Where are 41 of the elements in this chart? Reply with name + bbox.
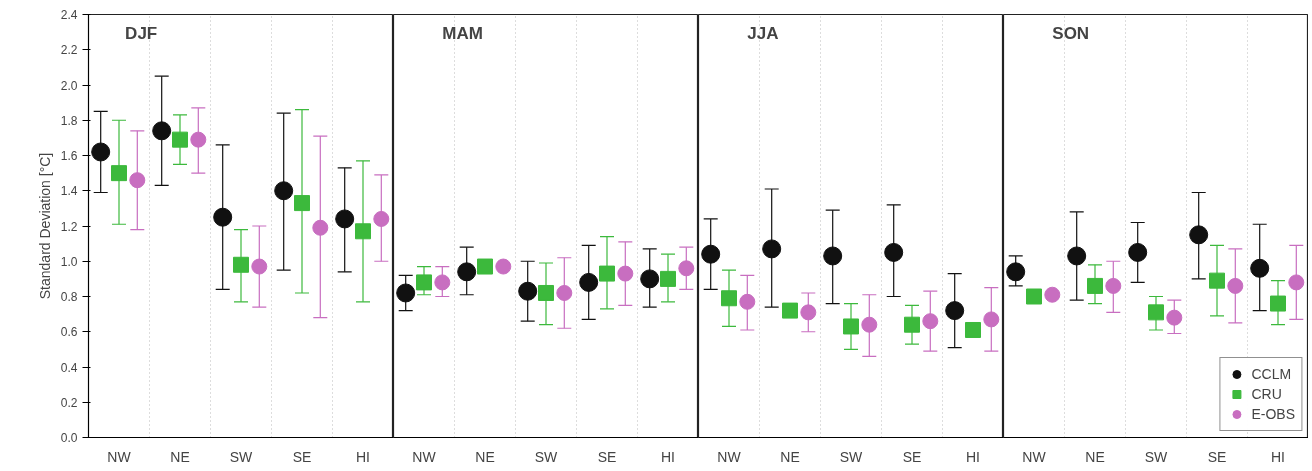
x-tick-label: HI [1271, 448, 1285, 465]
x-tick-label: SW [839, 448, 864, 465]
x-tick-label: NW [107, 448, 132, 465]
text: MAM [442, 24, 483, 44]
x-tick-label: SW [229, 448, 254, 465]
x-tick-label: NE [475, 448, 495, 465]
y-tick-label: 2.2 [60, 43, 78, 58]
x-tick-label: SE [292, 448, 312, 465]
x-tick-label: NE [780, 448, 800, 465]
y-axis-title: Standard Deviation [°C] [36, 152, 53, 300]
x-tick-label: SE [902, 448, 922, 465]
x-tick-label: NE [170, 448, 190, 465]
legend-label: CCLM [1251, 366, 1292, 382]
x-tick-label: HI [356, 448, 370, 465]
x-tick-label: SW [1144, 448, 1169, 465]
text: DJF [125, 24, 158, 44]
y-tick-label: 0.0 [60, 431, 78, 445]
x-tick-label: HI [661, 448, 675, 465]
y-tick-label: 2.0 [60, 78, 78, 93]
x-tick-label: SE [1207, 448, 1227, 465]
x-tick-label: NE [1085, 448, 1105, 465]
x-tick-label: NW [412, 448, 437, 465]
y-tick-label: 1.6 [60, 149, 78, 163]
y-tick-label: 0.8 [60, 290, 78, 304]
y-tick-label: 2.4 [60, 8, 78, 22]
text: SON [1052, 24, 1090, 44]
y-tick-label: 1.0 [60, 254, 78, 269]
y-tick-label: 1.4 [60, 184, 78, 199]
legend-label: E-OBS [1251, 406, 1295, 422]
x-tick-label: NW [717, 448, 742, 465]
y-tick-label: 0.4 [60, 360, 78, 375]
y-tick-label: 1.2 [60, 219, 78, 234]
x-tick-label: NW [1022, 448, 1047, 465]
x-tick-label: SE [597, 448, 617, 465]
y-tick-label: 1.8 [60, 113, 78, 128]
x-tick-label: HI [966, 448, 980, 465]
legend-label: CRU [1251, 386, 1282, 402]
y-tick-label: 0.2 [60, 395, 78, 410]
text: JJA [747, 24, 779, 44]
x-tick-label: SW [534, 448, 559, 465]
y-tick-label: 0.6 [60, 325, 78, 340]
